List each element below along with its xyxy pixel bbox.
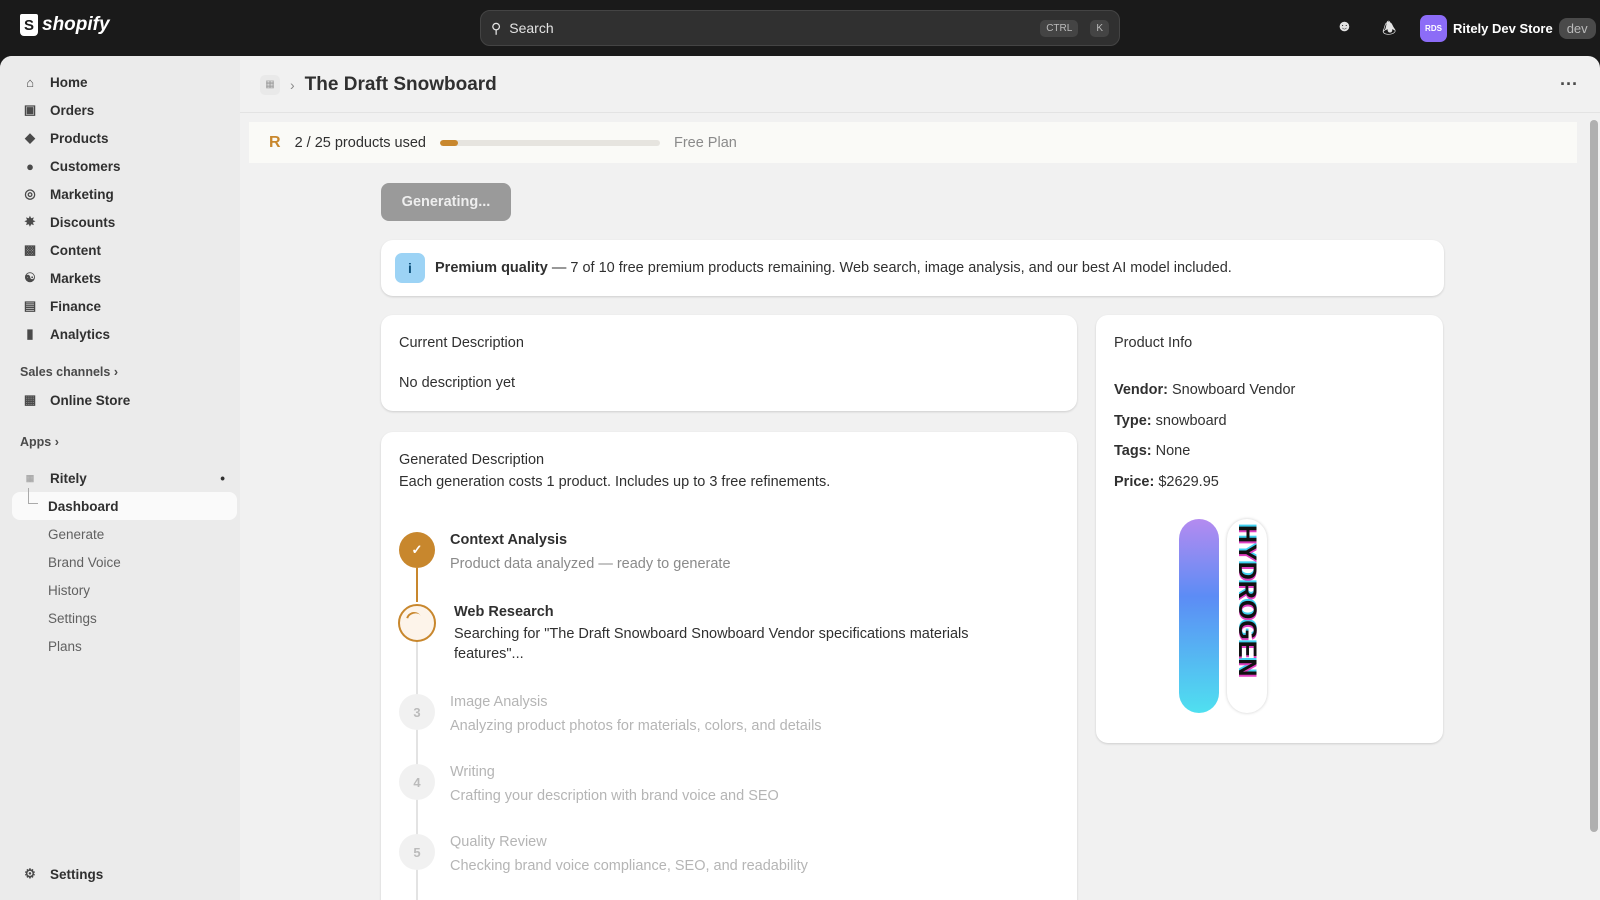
sidebar-item-home[interactable]: ⌂ Home [12, 68, 237, 96]
person-icon: ● [26, 158, 34, 174]
store-name: Ritely Dev Store [1453, 21, 1553, 36]
search-bar[interactable]: ⚲ Search CTRL K [480, 10, 1120, 46]
sidebar-item-ritely[interactable]: ▦ Ritely • [12, 464, 237, 492]
premium-notice: i Premium quality — 7 of 10 free premium… [381, 240, 1444, 296]
discount-icon: ✸ [24, 214, 36, 229]
home-icon: ⌂ [26, 74, 34, 90]
sidebar-item-settings[interactable]: ⚙ Settings [12, 860, 237, 888]
sidebar: ⌂ Home ▣ Orders ◆ Products ● Customers ◎ Mark… [0, 56, 240, 900]
generated-description-card: Generated Description Each generation co… [381, 432, 1077, 900]
usage-text: 2 / 25 products used [294, 134, 426, 151]
sidebar-item-plans[interactable]: Plans [48, 638, 82, 654]
admin-frame: ⌂ Home ▣ Orders ◆ Products ● Customers ◎ Mark… [0, 56, 1600, 900]
snowboard-base [1179, 519, 1219, 713]
shortcut-ctrl: CTRL [1040, 19, 1079, 37]
chevron-right-icon: › [113, 365, 118, 379]
main-content: ▦ › The Draft Snowboard ··· R 2 / 25 pro… [240, 56, 1600, 900]
sidebar-item-finance[interactable]: ▤ Finance [23, 298, 102, 314]
info-icon: i [395, 253, 425, 283]
step-number: 4 [399, 764, 435, 800]
store-menu[interactable]: RDS Ritely Dev Store dev [1420, 15, 1596, 42]
shopify-bag-icon: S [20, 14, 38, 36]
current-description-card: Current Description No description yet [381, 315, 1077, 411]
tree-connector [28, 488, 38, 504]
sidebar-item-history[interactable]: History [48, 582, 91, 598]
plan-label: Free Plan [673, 134, 737, 151]
app-icon: ▦ [25, 472, 35, 483]
card-title: Product Info [1114, 335, 1193, 351]
target-icon: ◎ [24, 186, 36, 201]
page-title: The Draft Snowboard [304, 74, 497, 95]
sidebar-item-orders[interactable]: ▣ Orders [23, 102, 95, 118]
notice-bold: Premium quality [435, 260, 548, 276]
sidebar-item-generate[interactable]: Generate [48, 526, 105, 542]
more-actions-icon[interactable]: ··· [1560, 74, 1578, 94]
current-description-text: No description yet [399, 375, 516, 391]
globe-icon: ☯ [24, 270, 36, 285]
type-row: Type: snowboard [1114, 412, 1227, 429]
sales-channels-link[interactable]: Sales channels › [20, 365, 118, 379]
scrollbar[interactable] [1590, 120, 1598, 832]
bar-chart-icon: ▮ [26, 326, 34, 341]
sidebar-item-discounts[interactable]: ✸ Discounts [12, 208, 237, 236]
step-number: 5 [399, 834, 435, 870]
step-number: 3 [399, 694, 435, 730]
app-grid-icon[interactable]: ▦ [260, 75, 280, 95]
usage-banner: R 2 / 25 products used Free Plan [249, 122, 1577, 163]
sidebar-item-products[interactable]: ◆ Products [12, 124, 237, 152]
chevron-right-icon: › [54, 435, 59, 449]
avatar: RDS [1420, 15, 1447, 42]
sidebar-item-online-store[interactable]: ▦ Online Store [23, 392, 131, 408]
dev-badge: dev [1558, 18, 1596, 39]
search-icon: ⚲ [491, 19, 502, 36]
content-icon: ▩ [23, 242, 37, 257]
product-image: HYDROGEN [1179, 519, 1269, 713]
card-title: Generated Description [399, 452, 545, 468]
bank-icon: ▤ [23, 298, 37, 313]
ritely-logo: R [269, 133, 281, 151]
breadcrumb-chevron-icon: › [290, 77, 295, 93]
apps-link[interactable]: Apps › [20, 435, 59, 449]
search-placeholder: Search [509, 20, 554, 36]
sidebar-item-content[interactable]: ▩ Content [23, 242, 101, 258]
card-subtitle: Each generation costs 1 product. Include… [399, 474, 831, 490]
notice-text: — 7 of 10 free premium products remainin… [547, 260, 1232, 276]
spinner-icon [398, 604, 436, 642]
sidebar-item-analytics[interactable]: ▮ Analytics [12, 320, 237, 348]
vendor-row: Vendor: Snowboard Vendor [1114, 382, 1296, 398]
usage-progress-bar [439, 139, 660, 146]
usage-progress-fill [439, 139, 458, 146]
step-connector [416, 568, 418, 602]
snowboard-top: HYDROGEN [1227, 519, 1267, 713]
generating-button[interactable]: Generating... [381, 183, 511, 221]
card-title: Current Description [399, 335, 524, 351]
gear-icon: ⚙ [24, 866, 36, 881]
price-row: Price: $2629.95 [1114, 473, 1219, 490]
inbox-icon: ▣ [23, 102, 37, 117]
divider [240, 112, 1600, 113]
sidebar-item-marketing[interactable]: ◎ Marketing [12, 180, 237, 208]
bell-icon[interactable]: 🕭 [1382, 21, 1397, 38]
shortcut-k: K [1090, 19, 1109, 37]
sidebar-item-markets[interactable]: ☯ Markets [12, 264, 237, 292]
sidekick-icon[interactable]: ☻ [1336, 18, 1353, 35]
sidebar-item-settings-app[interactable]: Settings [48, 610, 97, 626]
check-icon: ✓ [399, 532, 435, 568]
sidebar-item-customers[interactable]: ● Customers [12, 152, 237, 180]
pin-dot: • [220, 470, 225, 486]
tag-icon: ◆ [25, 130, 35, 145]
sidebar-item-brand-voice[interactable]: Brand Voice [48, 554, 121, 570]
product-info-card: Product Info Vendor: Snowboard Vendor Ty… [1096, 315, 1443, 743]
tags-row: Tags: None [1114, 443, 1191, 459]
breadcrumb: ▦ › The Draft Snowboard [260, 74, 497, 96]
sidebar-item-dashboard[interactable]: Dashboard [12, 492, 237, 520]
store-icon: ▦ [23, 392, 37, 407]
